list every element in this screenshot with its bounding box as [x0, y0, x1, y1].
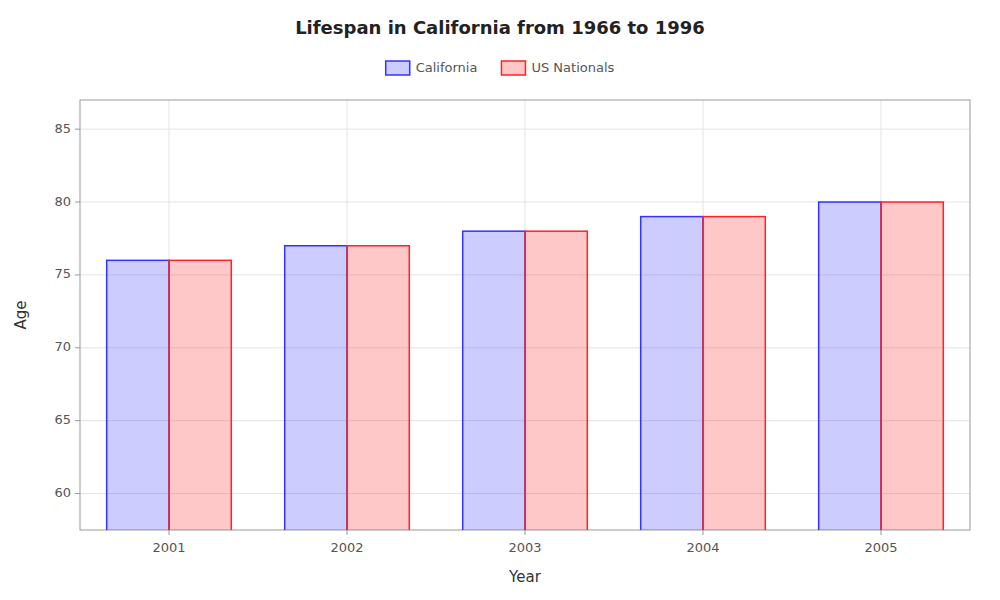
x-tick-label: 2002	[330, 540, 363, 555]
y-axis-label: Age	[12, 300, 30, 329]
y-tick-label: 75	[54, 266, 71, 281]
x-tick	[525, 530, 526, 535]
x-tick	[169, 530, 170, 535]
legend-swatch	[501, 61, 525, 75]
legend: California US Nationals	[386, 60, 615, 76]
legend-label: US Nationals	[531, 60, 614, 75]
legend-item: California	[386, 60, 478, 76]
y-tick	[75, 129, 80, 130]
chart-container: 60 65 70 75 80 85 2001 2002 2003 2004 2005 Year Age L…	[0, 0, 1000, 600]
y-tick-label: 80	[54, 194, 71, 209]
bar	[107, 260, 169, 530]
y-tick	[75, 274, 80, 275]
x-tick	[347, 530, 348, 535]
y-tick	[75, 202, 80, 203]
legend-label: California	[416, 60, 478, 75]
axes: 60 65 70 75 80 85 2001 2002 2003 2004 2005	[54, 121, 897, 555]
y-tick	[75, 420, 80, 421]
y-tick-label: 60	[54, 485, 71, 500]
y-tick-label: 85	[54, 121, 71, 136]
bars	[107, 202, 944, 530]
y-tick-label: 65	[54, 412, 71, 427]
bar	[881, 202, 943, 530]
y-tick	[75, 347, 80, 348]
x-tick	[881, 530, 882, 535]
legend-swatch	[386, 61, 410, 75]
bar	[703, 217, 765, 530]
bar	[463, 231, 525, 530]
bar	[347, 246, 409, 530]
x-tick-label: 2003	[508, 540, 541, 555]
x-tick-label: 2004	[686, 540, 719, 555]
title: Lifespan in California from 1966 to 1996	[295, 17, 705, 38]
x-axis-label: Year	[508, 568, 542, 586]
y-tick	[75, 493, 80, 494]
bar	[285, 246, 347, 530]
bar	[525, 231, 587, 530]
x-tick-label: 2001	[152, 540, 185, 555]
x-tick	[703, 530, 704, 535]
bar	[641, 217, 703, 530]
bar	[169, 260, 231, 530]
x-tick-label: 2005	[864, 540, 897, 555]
bar	[819, 202, 881, 530]
legend-item: US Nationals	[501, 60, 614, 76]
y-tick-label: 70	[54, 339, 71, 354]
chart-svg: 60 65 70 75 80 85 2001 2002 2003 2004 2005 Year Age L…	[0, 0, 1000, 600]
